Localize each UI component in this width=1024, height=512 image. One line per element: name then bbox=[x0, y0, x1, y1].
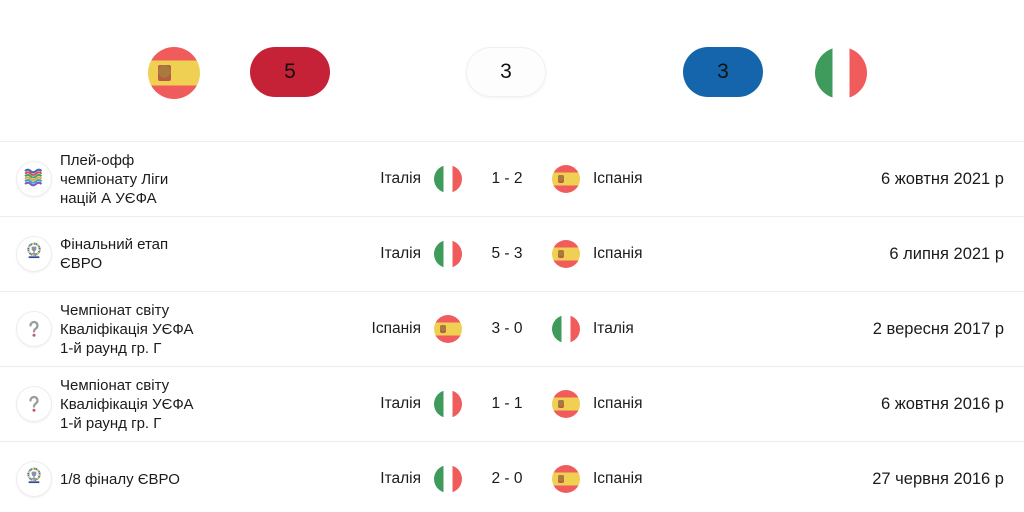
home-team-flag-icon bbox=[434, 465, 462, 493]
match-date: 6 жовтня 2016 р bbox=[880, 394, 1004, 413]
match-score: 1 - 2 bbox=[491, 170, 523, 187]
italy-flag-icon bbox=[815, 47, 867, 99]
match-score: 2 - 0 bbox=[491, 470, 523, 487]
h2h-summary: 5 3 3 bbox=[0, 0, 1024, 141]
competition-name: Чемпіонат світу Кваліфікація УЄФА 1-й ра… bbox=[60, 301, 194, 357]
competition-name: Чемпіонат світу Кваліфікація УЄФА 1-й ра… bbox=[60, 376, 194, 432]
match-result: Італія 2 - 0 Іспанія bbox=[250, 465, 764, 493]
home-team-flag-icon bbox=[434, 240, 462, 268]
away-team-name: Іспанія bbox=[593, 245, 643, 262]
match-date: 6 жовтня 2021 р bbox=[880, 169, 1004, 188]
match-row[interactable]: Плей-офф чемпіонату Ліги націй А УЄФА Іт… bbox=[0, 141, 1024, 216]
home-team-name: Іспанія bbox=[371, 320, 421, 337]
euro-icon bbox=[22, 465, 46, 494]
away-team-flag-icon bbox=[552, 165, 580, 193]
question-icon bbox=[23, 318, 45, 340]
competition-icon bbox=[16, 236, 52, 272]
competition-name: Плей-офф чемпіонату Ліги націй А УЄФА bbox=[60, 151, 169, 207]
left-wins-pill: 5 bbox=[250, 47, 330, 97]
left-wins-value: 5 bbox=[284, 60, 296, 83]
home-team-name: Італія bbox=[380, 470, 421, 487]
match-score: 3 - 0 bbox=[491, 320, 523, 337]
draws-value: 3 bbox=[500, 60, 512, 83]
away-team-name: Іспанія bbox=[593, 470, 643, 487]
match-date: 2 вересня 2017 р bbox=[872, 319, 1004, 338]
competition-icon bbox=[16, 311, 52, 347]
match-list: Плей-офф чемпіонату Ліги націй А УЄФА Іт… bbox=[0, 141, 1024, 512]
competition-icon bbox=[16, 161, 52, 197]
match-row[interactable]: Чемпіонат світу Кваліфікація УЄФА 1-й ра… bbox=[0, 366, 1024, 441]
draws-pill: 3 bbox=[466, 47, 546, 97]
match-result: Італія 5 - 3 Іспанія bbox=[250, 240, 764, 268]
match-date: 27 червня 2016 р bbox=[872, 469, 1004, 488]
home-team-flag-icon bbox=[434, 165, 462, 193]
match-row[interactable]: Чемпіонат світу Кваліфікація УЄФА 1-й ра… bbox=[0, 291, 1024, 366]
question-icon bbox=[23, 393, 45, 415]
match-row[interactable]: Фінальний етап ЄВРО Італія 5 - 3 Іспанія… bbox=[0, 216, 1024, 291]
match-score: 5 - 3 bbox=[491, 245, 523, 262]
match-result: Іспанія 3 - 0 Італія bbox=[250, 315, 764, 343]
competition-name: Фінальний етап ЄВРО bbox=[60, 236, 169, 272]
away-team-flag-icon bbox=[552, 465, 580, 493]
match-row[interactable]: 1/8 фіналу ЄВРО Італія 2 - 0 Іспанія 27 … bbox=[0, 441, 1024, 512]
nations-league-icon bbox=[23, 166, 45, 193]
away-team-name: Італія bbox=[593, 320, 634, 337]
competition-icon bbox=[16, 461, 52, 497]
away-team-flag-icon bbox=[552, 240, 580, 268]
home-team-name: Італія bbox=[380, 170, 421, 187]
competition-name: 1/8 фіналу ЄВРО bbox=[60, 470, 180, 488]
right-wins-value: 3 bbox=[717, 60, 729, 83]
away-team-flag-icon bbox=[552, 315, 580, 343]
away-team-name: Іспанія bbox=[593, 395, 643, 412]
away-team-name: Іспанія bbox=[593, 170, 643, 187]
euro-icon bbox=[22, 240, 46, 269]
home-team-name: Італія bbox=[380, 395, 421, 412]
home-team-flag-icon bbox=[434, 390, 462, 418]
competition-icon bbox=[16, 386, 52, 422]
match-result: Італія 1 - 2 Іспанія bbox=[250, 165, 764, 193]
home-team-flag-icon bbox=[434, 315, 462, 343]
spain-flag-icon bbox=[148, 47, 200, 99]
home-team-name: Італія bbox=[380, 245, 421, 262]
match-score: 1 - 1 bbox=[491, 395, 523, 412]
match-date: 6 липня 2021 р bbox=[889, 244, 1004, 263]
match-result: Італія 1 - 1 Іспанія bbox=[250, 390, 764, 418]
away-team-flag-icon bbox=[552, 390, 580, 418]
right-wins-pill: 3 bbox=[683, 47, 763, 97]
